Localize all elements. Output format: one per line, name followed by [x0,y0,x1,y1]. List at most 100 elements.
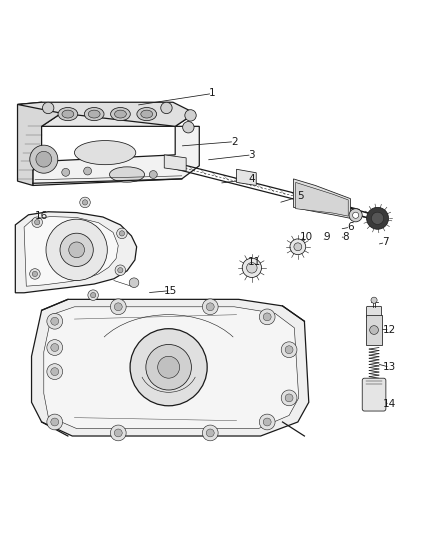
Ellipse shape [137,108,157,120]
Circle shape [247,263,257,273]
Text: 15: 15 [164,286,177,296]
Circle shape [290,239,306,255]
Ellipse shape [141,110,153,118]
Circle shape [149,171,157,179]
Circle shape [349,209,362,222]
Ellipse shape [62,110,74,118]
Circle shape [47,340,63,356]
Circle shape [185,110,196,121]
Circle shape [32,271,38,277]
Circle shape [69,242,85,258]
Text: 13: 13 [383,362,396,372]
Circle shape [206,429,214,437]
Circle shape [281,342,297,358]
Circle shape [47,364,63,379]
Text: 1: 1 [209,88,216,99]
Text: 12: 12 [383,325,396,335]
Circle shape [30,269,40,279]
Text: 5: 5 [297,191,304,201]
Text: 8: 8 [343,232,350,242]
Polygon shape [293,179,350,219]
Circle shape [80,197,90,208]
Circle shape [42,102,54,114]
Circle shape [259,414,275,430]
Circle shape [88,290,99,301]
Circle shape [62,168,70,176]
Circle shape [114,429,122,437]
Text: 6: 6 [347,222,354,232]
Circle shape [51,368,59,376]
Circle shape [259,309,275,325]
Ellipse shape [115,110,126,118]
Circle shape [60,233,93,266]
Circle shape [115,265,126,276]
Polygon shape [18,102,195,126]
Circle shape [370,326,378,334]
Ellipse shape [88,110,100,118]
Circle shape [114,303,122,311]
Circle shape [30,145,58,173]
Circle shape [130,329,207,406]
Text: 16: 16 [35,211,48,221]
Polygon shape [18,102,61,185]
Text: 11: 11 [247,257,261,267]
Circle shape [285,346,293,354]
Text: 9: 9 [324,232,331,242]
Circle shape [371,212,384,224]
Circle shape [47,414,63,430]
Circle shape [353,212,359,219]
Ellipse shape [110,167,145,182]
Circle shape [263,313,271,321]
Circle shape [32,217,42,228]
Circle shape [47,313,63,329]
Polygon shape [44,307,299,429]
Circle shape [285,394,293,402]
Circle shape [119,231,124,236]
Circle shape [129,278,139,287]
Polygon shape [42,113,195,126]
Circle shape [118,268,123,273]
Circle shape [51,344,59,351]
Circle shape [202,299,218,314]
Polygon shape [296,182,348,216]
Text: 4: 4 [248,174,255,184]
Circle shape [36,151,52,167]
Circle shape [367,207,389,229]
Circle shape [183,122,194,133]
Ellipse shape [74,141,136,165]
Circle shape [84,167,92,175]
Text: 3: 3 [248,150,255,160]
Polygon shape [24,216,118,286]
FancyBboxPatch shape [362,378,386,411]
Text: 2: 2 [231,136,238,147]
Circle shape [294,243,302,251]
Circle shape [146,344,191,390]
Polygon shape [32,300,309,436]
Text: 14: 14 [383,399,396,409]
Circle shape [46,219,107,280]
Circle shape [242,258,261,278]
Circle shape [82,200,88,205]
Text: 7: 7 [382,237,389,247]
Ellipse shape [110,108,131,120]
Circle shape [35,220,40,225]
Circle shape [202,425,218,441]
Circle shape [117,228,127,239]
Polygon shape [237,169,256,185]
Circle shape [371,297,377,303]
Polygon shape [33,126,199,185]
Polygon shape [366,314,382,345]
Circle shape [51,317,59,325]
Circle shape [263,418,271,426]
Circle shape [206,303,214,311]
Text: 10: 10 [300,232,313,242]
Circle shape [161,102,172,114]
Polygon shape [164,155,186,171]
Circle shape [281,390,297,406]
Circle shape [158,356,180,378]
FancyBboxPatch shape [367,306,381,318]
Circle shape [91,293,96,298]
Ellipse shape [58,108,78,120]
Polygon shape [15,212,137,293]
Circle shape [110,299,126,314]
